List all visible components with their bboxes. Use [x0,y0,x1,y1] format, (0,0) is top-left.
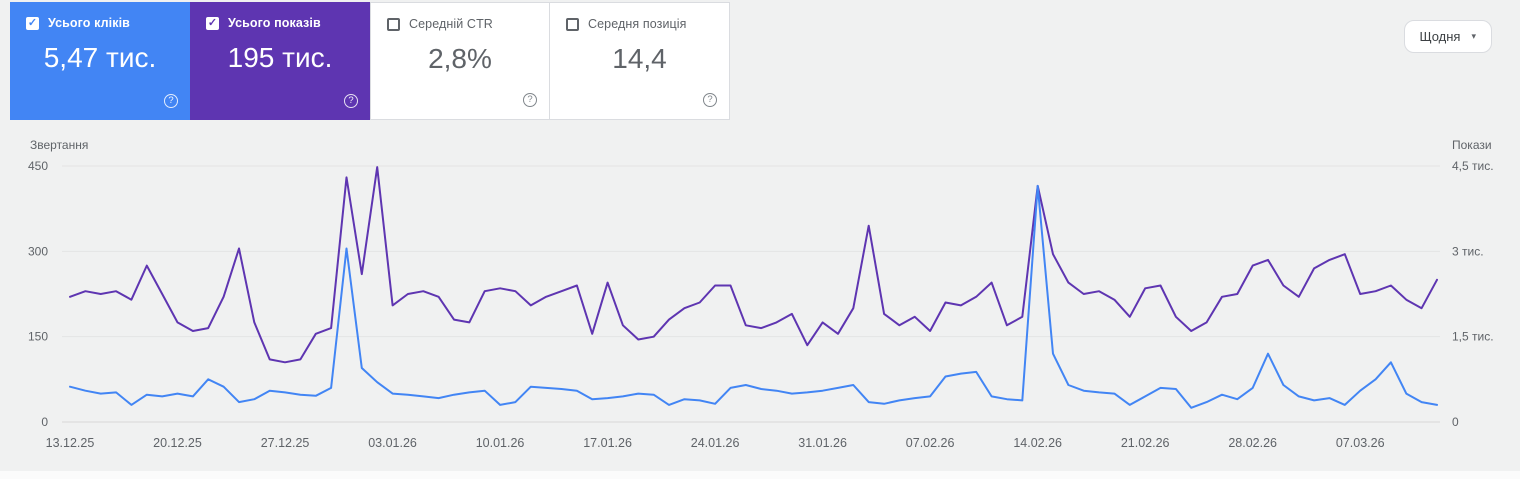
x-axis-tick: 10.01.26 [476,436,525,450]
performance-chart: Звертання Покази 0 0 150 1,5 тис. 300 3 тис. 4… [0,138,1520,473]
x-axis-tick: 14.02.26 [1013,436,1062,450]
help-icon[interactable]: ? [523,93,537,107]
check-icon: ✓ [207,16,218,29]
checkbox-unchecked-icon[interactable] [566,17,579,31]
x-axis-tick: 07.02.26 [906,436,955,450]
checkbox-unchecked-icon[interactable] [387,17,400,31]
card-total-clicks[interactable]: ✓ Усього кліків 5,47 тис. ? [10,2,190,120]
clicks-line[interactable] [69,184,1438,409]
granularity-dropdown[interactable]: Щодня ▾ [1403,20,1492,53]
card-average-ctr[interactable]: Середній CTR 2,8% ? [370,2,550,120]
x-axis-tick: 20.12.25 [153,436,202,450]
help-icon[interactable]: ? [703,93,717,107]
card-label: Усього показів [228,16,321,30]
x-axis-tick: 28.02.26 [1228,436,1277,450]
checkbox-checked-icon[interactable]: ✓ [26,16,39,30]
x-axis-tick: 07.03.26 [1336,436,1385,450]
card-average-position[interactable]: Середня позиція 14,4 ? [550,2,730,120]
chevron-down-icon: ▾ [1471,31,1476,41]
help-icon[interactable]: ? [164,94,178,108]
right-axis-title: Покази [1452,138,1492,152]
card-total-impressions[interactable]: ✓ Усього показів 195 тис. ? [190,2,370,120]
x-axis-tick: 21.02.26 [1121,436,1170,450]
check-icon: ✓ [27,16,38,29]
right-axis-tick: 4,5 тис. [1452,159,1494,173]
metric-cards: ✓ Усього кліків 5,47 тис. ? ✓ Усього пок… [10,2,730,120]
left-axis-tick: 0 [41,415,48,429]
card-value: 5,47 тис. [43,42,157,73]
x-axis-tick: 03.01.26 [368,436,417,450]
left-axis-title: Звертання [30,138,89,152]
impressions-line[interactable] [69,166,1438,364]
card-label: Середній CTR [409,17,493,31]
left-axis-tick: 300 [28,244,48,258]
card-label: Середня позиція [588,17,687,31]
card-value: 14,4 [612,43,667,74]
help-icon[interactable]: ? [344,94,358,108]
right-axis-tick: 1,5 тис. [1452,330,1494,344]
chart-canvas[interactable]: 0 0 150 1,5 тис. 300 3 тис. 450 4,5 тис. 13.12.2… [0,138,1520,473]
card-label: Усього кліків [48,16,130,30]
x-axis-tick: 17.01.26 [583,436,632,450]
left-axis-tick: 450 [28,159,48,173]
left-axis-tick: 150 [28,330,48,344]
x-axis-tick: 24.01.26 [691,436,740,450]
x-axis-tick: 27.12.25 [261,436,310,450]
footer-divider [0,471,1520,479]
right-axis-tick: 0 [1452,415,1459,429]
right-axis-tick: 3 тис. [1452,244,1484,258]
granularity-label: Щодня [1419,29,1461,44]
x-axis-tick: 13.12.25 [46,436,95,450]
checkbox-checked-icon[interactable]: ✓ [206,16,219,30]
card-value: 2,8% [428,43,492,74]
x-axis-tick: 31.01.26 [798,436,847,450]
card-value: 195 тис. [227,42,333,73]
